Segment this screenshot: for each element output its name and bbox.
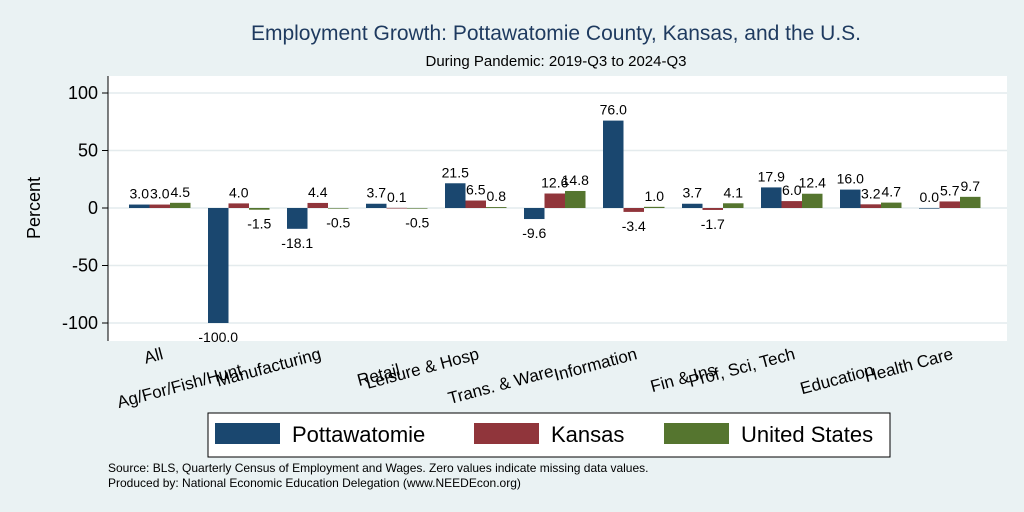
bar [761,187,782,208]
category-label: Education [798,360,876,398]
data-label: 4.4 [308,184,328,200]
bar [960,196,981,208]
legend-box [207,412,891,458]
data-label: 76.0 [600,102,627,118]
category-label: All [142,344,165,367]
data-label: 4.5 [171,184,191,200]
bar [881,202,902,208]
data-label: -9.6 [522,225,546,241]
bar [603,120,624,208]
data-label: 17.9 [758,168,785,184]
bars [129,120,981,323]
data-label: 3.0 [130,186,150,202]
bar [445,183,466,208]
bar [702,208,723,210]
bar [486,207,507,208]
data-label: 6.0 [782,182,802,198]
y-tick-label: 100 [68,83,98,103]
bar [386,207,407,209]
producer-note: Produced by: National Economic Education… [108,476,521,490]
data-label: 5.7 [940,182,960,198]
bar [781,201,802,208]
bar [623,208,644,212]
data-label: -1.7 [701,216,725,232]
bar [723,203,744,208]
category-label: Prof, Sci, Tech [687,344,797,391]
legend: Pottawatomie Kansas United States [215,422,873,447]
data-label: 0.8 [487,188,507,204]
legend-label: Pottawatomie [292,422,425,447]
bar [228,203,249,208]
bar [366,203,387,208]
data-label: 0.1 [387,189,407,205]
bar [170,202,191,208]
data-label: 3.7 [683,185,703,201]
source-note: Source: BLS, Quarterly Census of Employm… [108,461,648,475]
category-label: Information [552,344,639,384]
bar [287,208,308,229]
legend-swatch [474,423,539,444]
data-label: 16.0 [837,171,864,187]
data-label: 4.0 [229,184,249,200]
legend-label: United States [741,422,873,447]
bar [524,208,545,220]
data-label: -1.5 [247,216,271,232]
data-label: 4.7 [882,184,902,200]
bar [407,208,428,209]
data-label: 21.5 [442,164,469,180]
data-label: 12.4 [799,175,826,191]
data-label: 9.7 [961,178,981,194]
bar [149,204,170,208]
data-label: 3.0 [150,186,170,202]
data-label: 12.6 [541,175,568,191]
legend-swatch [664,423,729,444]
data-label: -3.4 [622,218,646,234]
bar [939,201,960,208]
y-tick-label: 0 [88,198,98,218]
data-label: -18.1 [281,235,313,251]
chart-title: Employment Growth: Pottawatomie County, … [251,22,861,45]
bar [802,193,823,208]
data-label: -100.0 [198,329,238,345]
data-label: 3.7 [367,185,387,201]
data-label: -0.5 [326,215,350,231]
bar [208,208,229,323]
y-axis: 100 50 0 -50 -100 [62,76,109,341]
legend-label: Kansas [551,422,624,447]
category-label: Health Care [863,344,956,386]
bar [307,202,328,208]
data-label: 14.8 [562,172,589,188]
data-label: 4.1 [724,184,744,200]
bar [565,190,586,208]
bar [129,204,150,208]
y-tick-label: -50 [72,256,98,276]
bar [682,203,703,208]
y-tick-label: 50 [78,141,98,161]
bar [249,208,270,210]
y-tick-label: -100 [62,313,98,333]
bar [840,189,861,208]
bar [328,208,349,209]
data-labels: 3.0 3.0 4.5-100.04.0-1.5-18.14.4-0.53.7 0.1… [130,102,981,345]
data-label: 3.2 [861,185,881,201]
category-label: Manufacturing [214,344,323,390]
bar [465,200,486,208]
legend-swatch [215,423,280,444]
y-axis-title: Percent [24,177,44,239]
chart-subtitle: During Pandemic: 2019-Q3 to 2024-Q3 [426,53,687,70]
bar [860,204,881,208]
data-label: 6.5 [466,182,486,198]
bar [544,193,565,208]
bar [919,208,940,209]
data-label: -0.5 [405,215,429,231]
data-label: 0.0 [920,189,940,205]
bar [644,206,665,208]
data-label: 1.0 [645,188,665,204]
